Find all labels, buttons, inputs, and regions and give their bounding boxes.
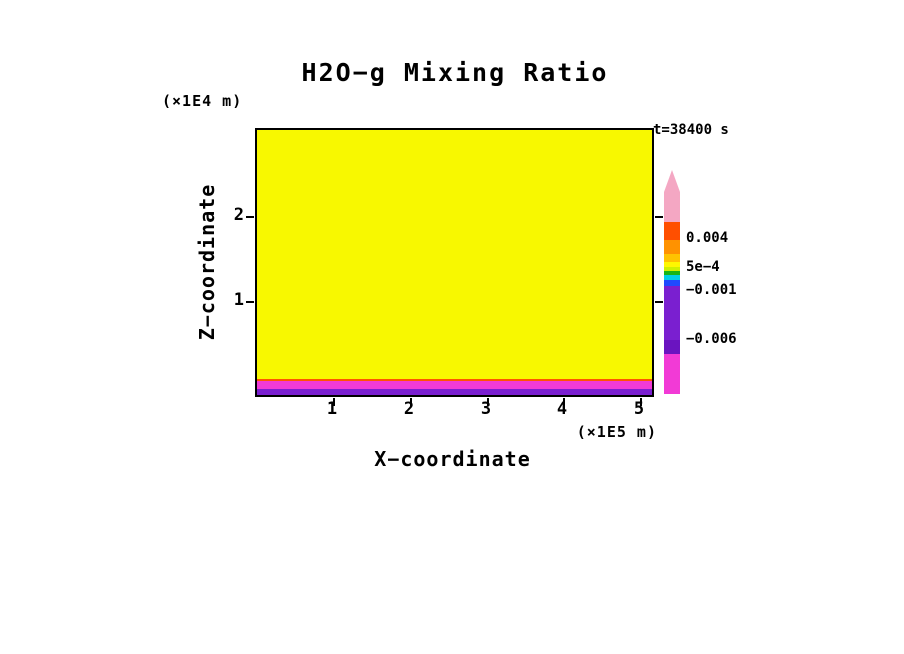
colorbar-segment	[664, 262, 680, 267]
colorbar-segment	[664, 280, 680, 286]
z-axis-tick	[246, 300, 254, 303]
plot-area	[246, 128, 663, 406]
z-tick-label: 1	[233, 290, 244, 310]
field-layer	[257, 130, 652, 379]
x-tick-label: 2	[403, 399, 415, 419]
colorbar-segment	[664, 254, 680, 262]
colorbar-segment	[664, 222, 680, 240]
x-axis-units: (×1E5 m)	[576, 423, 657, 441]
colorbar-label: −0.001	[686, 282, 737, 298]
colorbar-segment	[664, 275, 680, 280]
z-axis-tick	[246, 215, 254, 218]
colorbar-segment	[664, 286, 680, 340]
colorbar-label: 0.004	[686, 230, 729, 246]
z-tick-label: 2	[233, 205, 244, 225]
x-axis-tick	[333, 398, 336, 406]
colorbar-arrow-tip	[664, 170, 680, 192]
chart-title: H2O−g Mixing Ratio	[301, 58, 609, 87]
x-axis-tick	[410, 398, 413, 406]
colorbar-segment	[664, 267, 680, 271]
x-axis-tick	[487, 398, 490, 406]
x-axis-tick	[639, 398, 642, 406]
colorbar-label: 5e−4	[686, 259, 720, 275]
x-axis-label: X−coordinate	[374, 447, 531, 471]
colorbar-segment	[664, 271, 680, 275]
z-axis-units: (×1E4 m)	[162, 92, 243, 110]
z-axis-label: Z−coordinate	[195, 183, 219, 341]
colorbar-label: −0.006	[686, 331, 737, 347]
colorbar-segment	[664, 340, 680, 354]
field-layer	[257, 381, 652, 389]
x-tick-label: 3	[480, 399, 492, 419]
field-layer	[257, 378, 652, 382]
colorbar-segment	[664, 354, 680, 394]
z-axis-tick	[655, 215, 663, 218]
x-tick-label: 4	[556, 399, 568, 419]
x-tick-label: 5	[633, 399, 645, 419]
field-layer	[257, 388, 652, 395]
x-tick-label: 1	[326, 399, 338, 419]
z-axis-tick	[655, 300, 663, 303]
time-annotation: t=38400 s	[653, 122, 729, 138]
x-axis-tick	[563, 398, 566, 406]
colorbar	[664, 170, 680, 394]
colorbar-segment	[664, 240, 680, 254]
colorbar-segment	[664, 192, 680, 222]
